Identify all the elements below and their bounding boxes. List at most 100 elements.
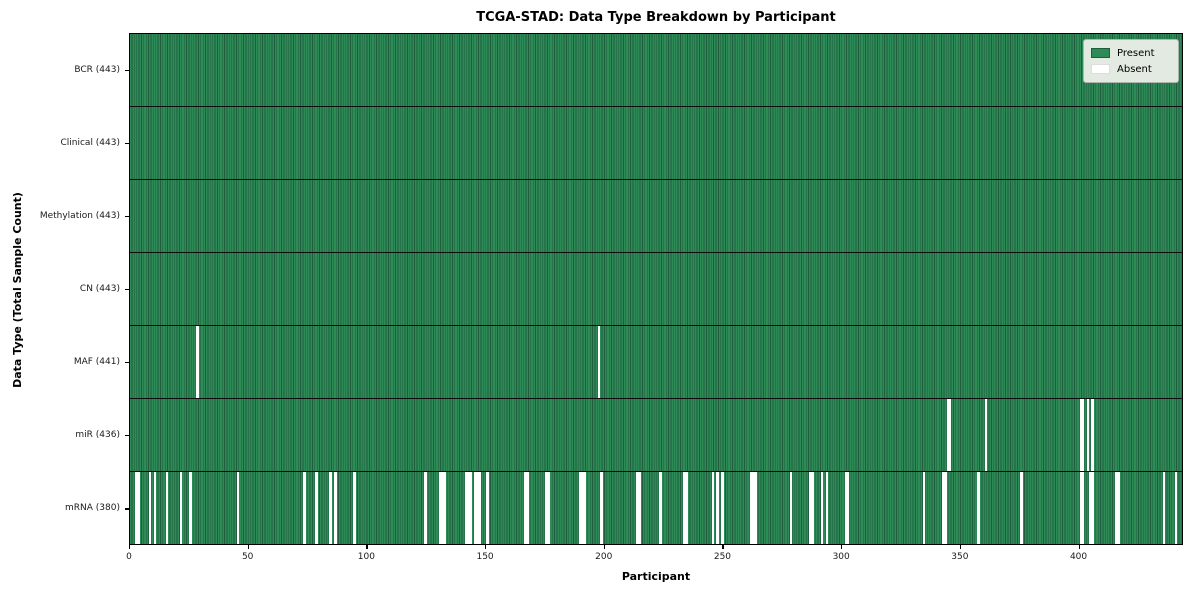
absent-stripe [1081,399,1085,472]
heatmap-row-miR [130,399,1182,473]
absent-stripe [1089,472,1092,544]
x-tick-label: 150 [476,552,494,562]
absent-stripe [469,472,472,544]
absent-stripe [977,472,980,544]
x-tick-mark [129,545,131,549]
absent-stripe [424,472,427,544]
absent-stripe [464,472,468,544]
absent-stripe [134,472,138,544]
absent-stripe [578,472,582,544]
absent-stripe [1091,399,1094,472]
y-tick-label: mRNA (380) [65,503,120,514]
absent-stripe [438,472,442,544]
absent-stripe [1117,472,1121,544]
absent-stripe [789,472,793,544]
absent-stripe [846,472,850,544]
absent-stripe [808,472,812,544]
absent-stripe [526,472,529,544]
y-tick-mark [125,435,129,437]
absent-stripe [716,472,719,544]
absent-stripe [315,472,318,544]
heatmap-row-Methylation [130,180,1182,254]
absent-stripe [948,399,952,472]
absent-stripe [984,399,988,472]
legend-label: Absent [1117,63,1152,75]
x-tick-mark [959,545,962,549]
absent-stripe [1081,472,1085,544]
absent-stripe [922,472,926,544]
absent-stripe [179,472,183,544]
x-tick-label: 0 [126,552,132,562]
absent-stripe [137,472,140,544]
x-tick-mark [247,545,249,549]
absent-stripe [547,472,551,544]
y-tick-mark [125,362,129,364]
x-tick-label: 100 [357,552,375,562]
absent-stripe [545,472,548,544]
legend-swatch-present-icon [1091,48,1110,58]
x-tick-mark [485,545,487,549]
absent-stripe [751,472,755,544]
absent-stripe [329,472,332,544]
heatmap-row-MAF [130,326,1182,400]
absent-stripe [711,472,715,544]
absent-stripe [811,472,814,544]
y-tick-mark [125,289,129,291]
x-tick-label: 350 [951,552,969,562]
legend: Present Absent [1083,39,1179,83]
y-tick-label: Methylation (443) [39,210,120,221]
legend-entry-absent: Absent [1091,61,1170,77]
x-tick-label: 400 [1069,552,1088,562]
absent-stripe [486,472,489,544]
absent-stripe [165,472,169,544]
y-tick-mark [125,215,129,218]
x-tick-mark [841,545,843,549]
absent-stripe [638,472,641,544]
absent-stripe [1174,472,1177,544]
y-tick-mark [125,508,129,510]
absent-stripe [1115,472,1118,544]
heatmap-row-BCR [130,34,1182,108]
absent-stripe [749,472,753,544]
absent-stripe [844,472,848,544]
x-tick-label: 250 [713,552,732,562]
heatmap-row-CN [130,253,1182,327]
absent-stripe [944,472,947,544]
plot-area [129,33,1183,545]
x-tick-mark [722,545,724,549]
x-tick-mark [603,545,605,549]
absent-stripe [153,472,157,544]
absent-stripe [941,472,945,544]
legend-label: Present [1117,47,1155,59]
absent-stripe [825,472,829,544]
absent-stripe [443,472,446,544]
absent-stripe [1079,399,1083,472]
x-tick-mark [366,545,368,549]
absent-stripe [685,472,688,544]
absent-stripe [236,472,240,544]
legend-entry-present: Present [1091,45,1170,61]
absent-stripe [189,472,192,544]
y-tick-mark [125,142,129,144]
absent-stripe [148,472,152,544]
absent-stripe [524,472,527,544]
absent-stripe [1079,472,1083,544]
absent-stripe [581,472,584,544]
absent-stripe [635,472,639,544]
absent-stripe [820,472,824,544]
absent-stripe [474,472,477,544]
y-tick-label: BCR (443) [74,64,120,75]
chart-title: TCGA-STAD: Data Type Breakdown by Partic… [476,10,836,25]
absent-stripe [683,472,686,544]
absent-stripe [440,472,444,544]
y-tick-mark [125,69,129,71]
y-tick-label: Clinical (443) [60,137,120,148]
absent-stripe [1091,472,1094,544]
absent-stripe [334,472,337,544]
absent-stripe [467,472,470,544]
absent-stripe [1162,472,1166,544]
absent-stripe [600,472,603,544]
absent-stripe [946,399,950,472]
x-axis-label: Participant [621,570,691,583]
